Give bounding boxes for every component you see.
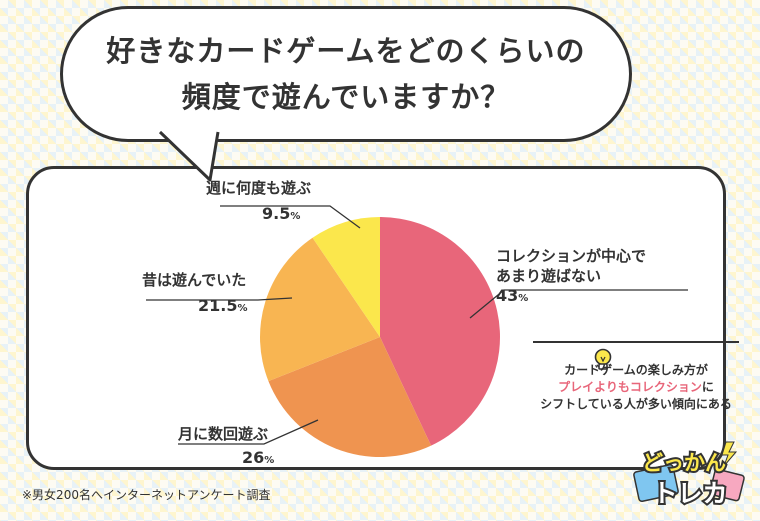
logo-bottom-text: トレカ [652, 479, 727, 508]
note-line-1: カードゲームの楽しみ方が [564, 362, 708, 377]
bubble-tail [158, 130, 220, 182]
pie-slice-collection [380, 217, 500, 446]
leader-line [146, 297, 293, 301]
note-line-3: シフトしている人が多い傾向にある [540, 396, 732, 411]
value-collection: 43% [496, 286, 529, 305]
label-weekly: 週に何度も遊ぶ 9.5% [206, 178, 311, 227]
page-title-line-2: 頻度で遊んでいますか？ [181, 80, 511, 114]
note-line-2-suffix: に [701, 379, 714, 394]
label-monthly: 月に数回遊ぶ 26% [178, 424, 274, 471]
pie-slice-monthly [268, 337, 432, 457]
logo-top-text: どっかん [642, 451, 726, 475]
note-line-2: プレイよりもコレクションに [558, 379, 714, 396]
leader-line [469, 289, 688, 319]
page-title-line-1: 好きなカードゲームをどのくらいの [106, 34, 586, 68]
label-monthly-text: 月に数回遊ぶ [178, 425, 269, 443]
label-collection-line-2: あまり遊ばない [496, 267, 602, 285]
lightbulb-icon [594, 348, 612, 370]
pie-slice-past [260, 237, 380, 382]
leader-line [178, 419, 319, 445]
survey-footnote: ※男女200名へインターネットアンケート調査 [22, 488, 271, 502]
label-past: 昔は遊んでいた 21.5% [142, 270, 248, 319]
value-monthly: 26% [242, 448, 275, 467]
note-highlight: プレイよりもコレクション [558, 379, 702, 394]
label-past-text: 昔は遊んでいた [142, 271, 247, 289]
leader-line [220, 205, 361, 229]
insight-note: カードゲームの楽しみ方が プレイよりもコレクションに シフトしている人が多い傾向… [533, 341, 739, 431]
dokkan-toreka-logo: どっかん トレカ [633, 441, 745, 510]
title-bubble: 好きなカードゲームをどのくらいの 頻度で遊んでいますか？ [60, 6, 632, 142]
label-weekly-text: 週に何度も遊ぶ [206, 179, 312, 197]
value-weekly: 9.5% [262, 204, 301, 223]
label-collection: コレクションが中心で あまり遊ばない 43% [496, 246, 646, 309]
pie-slice-weekly [312, 217, 380, 337]
label-collection-line-1: コレクションが中心で [496, 247, 647, 265]
value-past: 21.5% [198, 296, 248, 315]
